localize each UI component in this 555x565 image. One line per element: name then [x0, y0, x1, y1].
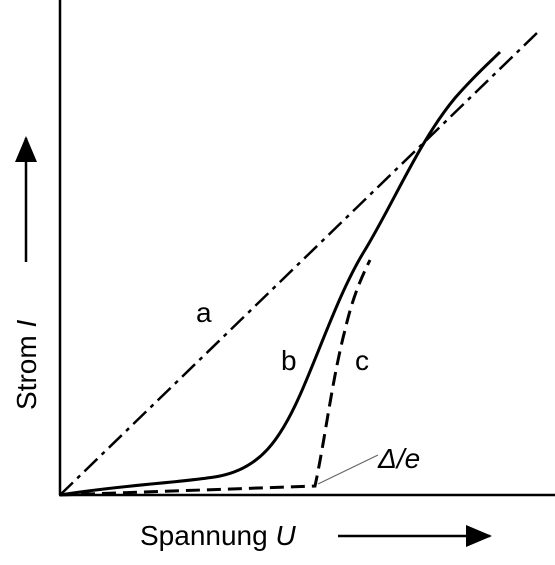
x-axis-label: Spannung U [140, 520, 296, 551]
annotation: Δ/e [377, 443, 420, 474]
y-axis-label: Strom I [11, 320, 42, 410]
y-label-symbol: I [11, 320, 42, 328]
y-label-text: Strom [11, 335, 42, 410]
leader-line [317, 454, 379, 485]
curve-a [59, 31, 539, 496]
curve-label: c [355, 345, 369, 376]
curve-label: b [281, 345, 297, 376]
x-label-symbol: U [275, 520, 296, 551]
curve-label: a [196, 297, 212, 328]
curve-b [59, 50, 502, 497]
curve-c [59, 259, 372, 497]
x-label-text: Spannung [140, 520, 268, 551]
